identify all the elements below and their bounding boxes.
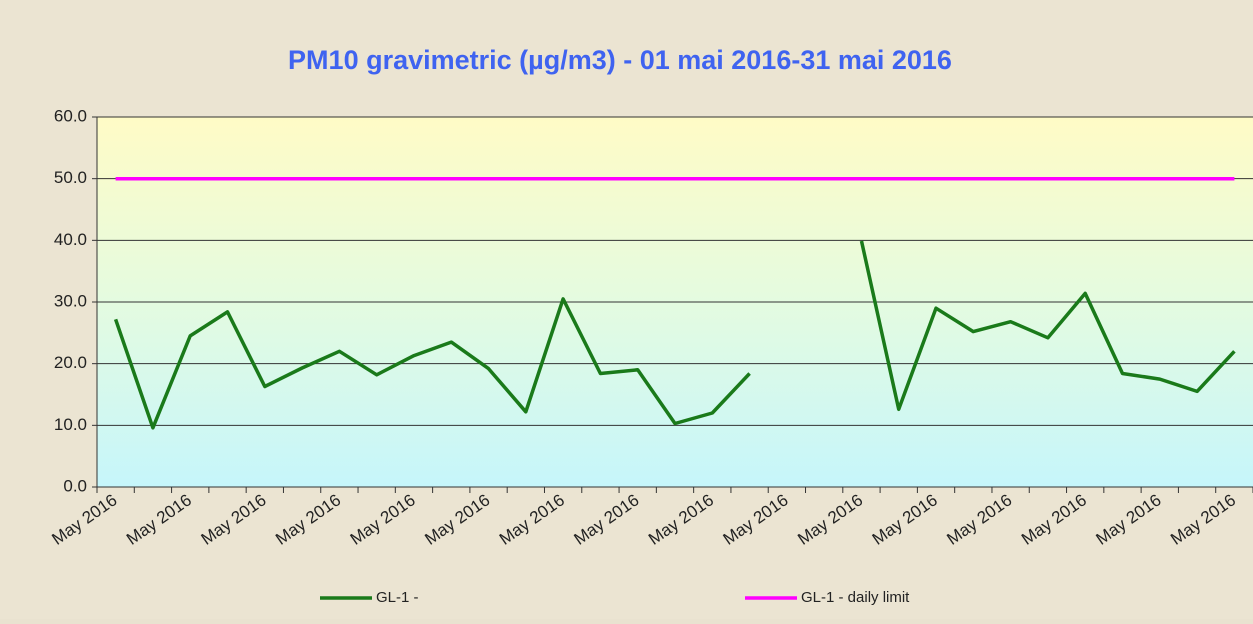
y-tick-label: 50.0 — [54, 168, 87, 187]
y-tick-label: 60.0 — [54, 106, 87, 125]
y-tick-label: 40.0 — [54, 230, 87, 249]
series-line — [113, 240, 1236, 430]
legend-label: GL-1 - — [376, 589, 419, 606]
y-tick-label: 0.0 — [63, 476, 87, 495]
y-tick-label: 30.0 — [54, 291, 87, 310]
y-tick-label: 10.0 — [54, 415, 87, 434]
chart-title: PM10 gravimetric (µg/m3) - 01 mai 2016-3… — [288, 45, 952, 75]
y-tick-label: 20.0 — [54, 353, 87, 372]
legend-label: GL-1 - daily limit — [801, 589, 910, 606]
